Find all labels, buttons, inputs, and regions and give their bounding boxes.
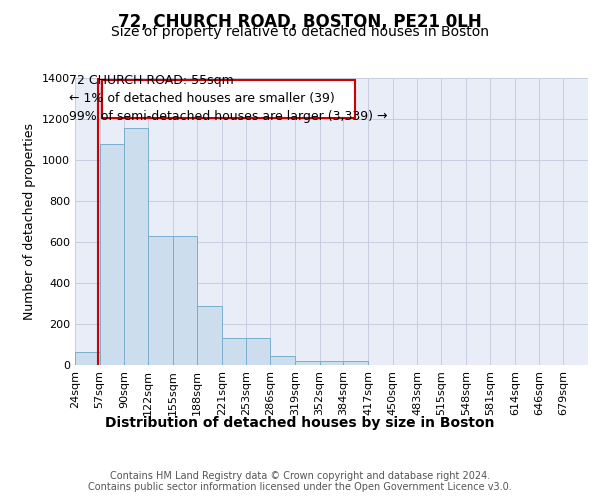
Y-axis label: Number of detached properties: Number of detached properties [23,122,37,320]
Bar [246,338,271,365]
FancyBboxPatch shape [102,80,355,118]
Text: Contains HM Land Registry data © Crown copyright and database right 2024.
Contai: Contains HM Land Registry data © Crown c… [88,471,512,492]
Bar [100,144,124,365]
Bar [173,236,197,365]
Bar [148,236,173,365]
Bar [197,306,222,365]
Text: Distribution of detached houses by size in Boston: Distribution of detached houses by size … [105,416,495,430]
Bar [271,356,295,365]
Text: 72 CHURCH ROAD: 55sqm
← 1% of detached houses are smaller (39)
99% of semi-detac: 72 CHURCH ROAD: 55sqm ← 1% of detached h… [70,74,388,123]
Bar [75,352,100,365]
Text: 72, CHURCH ROAD, BOSTON, PE21 0LH: 72, CHURCH ROAD, BOSTON, PE21 0LH [118,12,482,30]
Bar [222,338,246,365]
Text: Size of property relative to detached houses in Boston: Size of property relative to detached ho… [111,25,489,39]
Bar [320,361,343,365]
Bar [343,361,368,365]
Bar [124,128,148,365]
Bar [295,361,320,365]
